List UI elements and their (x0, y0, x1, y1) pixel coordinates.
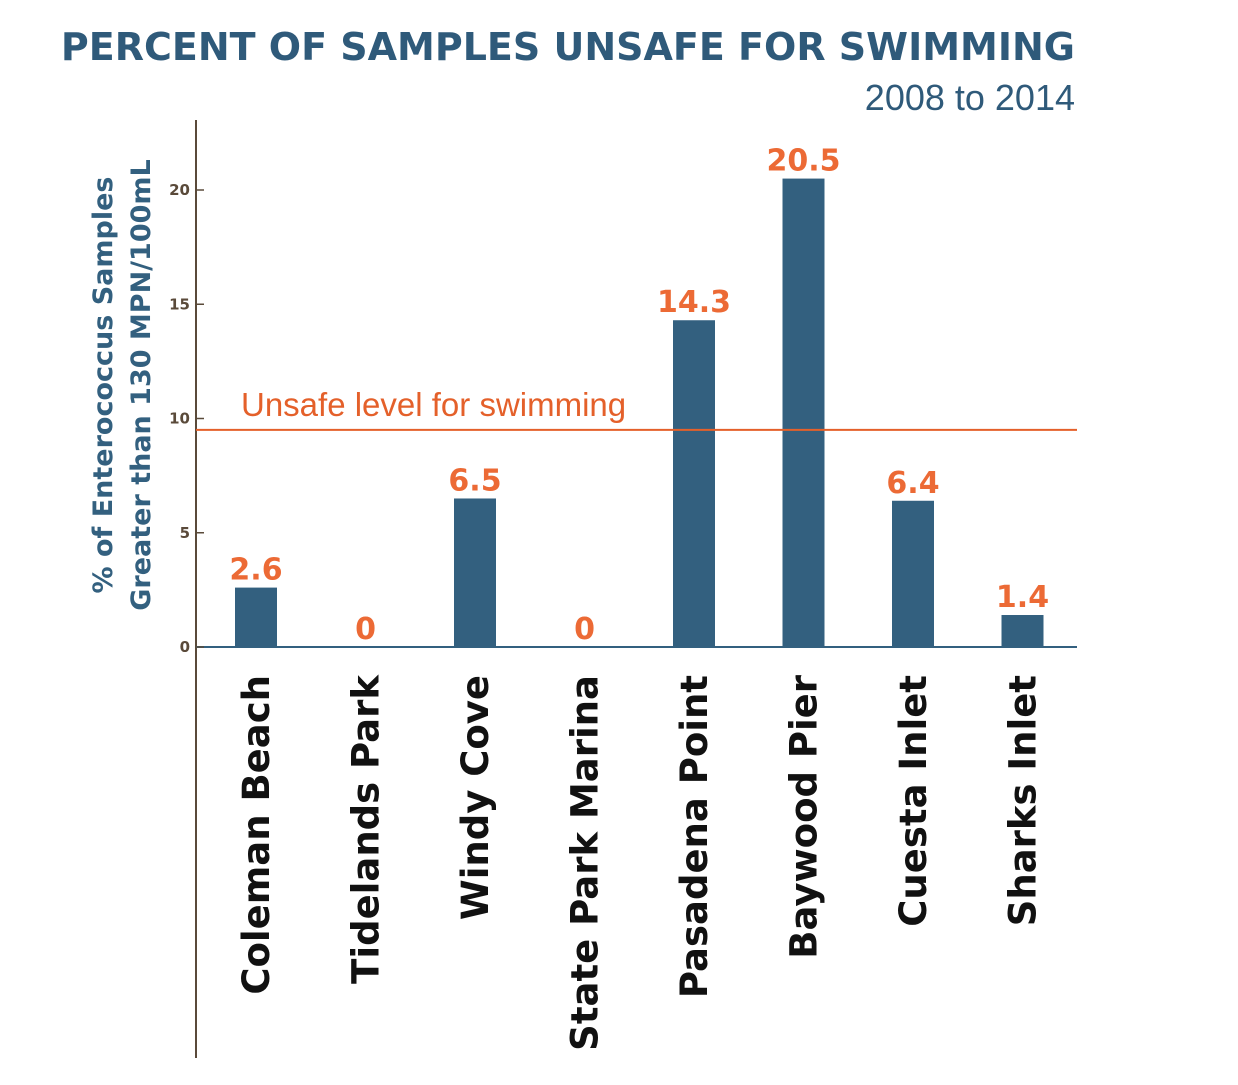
x-category-label: Windy Cove (454, 675, 497, 920)
bar-value-label: 6.4 (886, 466, 939, 501)
bar-value-label: 14.3 (657, 285, 731, 320)
y-tick-label: 5 (180, 524, 190, 542)
bar-value-label: 6.5 (448, 463, 501, 498)
x-category-label: State Park Marina (564, 675, 607, 1051)
chart-subtitle: 2008 to 2014 (865, 77, 1075, 118)
x-category-label: Baywood Pier (783, 674, 826, 958)
bar (782, 178, 825, 647)
y-tick-label: 0 (180, 638, 190, 656)
y-tick-label: 20 (169, 181, 190, 199)
bar-value-label: 0 (355, 612, 376, 647)
bar-value-label: 2.6 (229, 553, 282, 588)
y-axis-label-line2: Greater than 130 MPN/100mL (126, 159, 157, 611)
x-category-label: Cuesta Inlet (892, 675, 935, 927)
bar-value-label: 1.4 (996, 580, 1049, 615)
x-category-label: Coleman Beach (235, 675, 278, 995)
bar (454, 498, 496, 647)
x-category-label: Pasadena Point (673, 675, 716, 998)
y-tick-label: 10 (169, 410, 190, 428)
chart-title: PERCENT OF SAMPLES UNSAFE FOR SWIMMING (61, 25, 1075, 69)
y-tick-label: 15 (169, 295, 190, 313)
x-category-label: Tidelands Park (345, 674, 388, 984)
x-category-label: Sharks Inlet (1002, 675, 1045, 926)
bar-value-label: 0 (574, 612, 595, 647)
bar (1001, 615, 1044, 647)
bar-value-label: 20.5 (766, 144, 840, 179)
bar (892, 500, 934, 647)
y-axis-label-line1: % of Enterococcus Samples (88, 177, 119, 594)
bar (673, 320, 715, 647)
bar (235, 587, 277, 647)
unsafe-threshold-label: Unsafe level for swimming (241, 386, 626, 423)
